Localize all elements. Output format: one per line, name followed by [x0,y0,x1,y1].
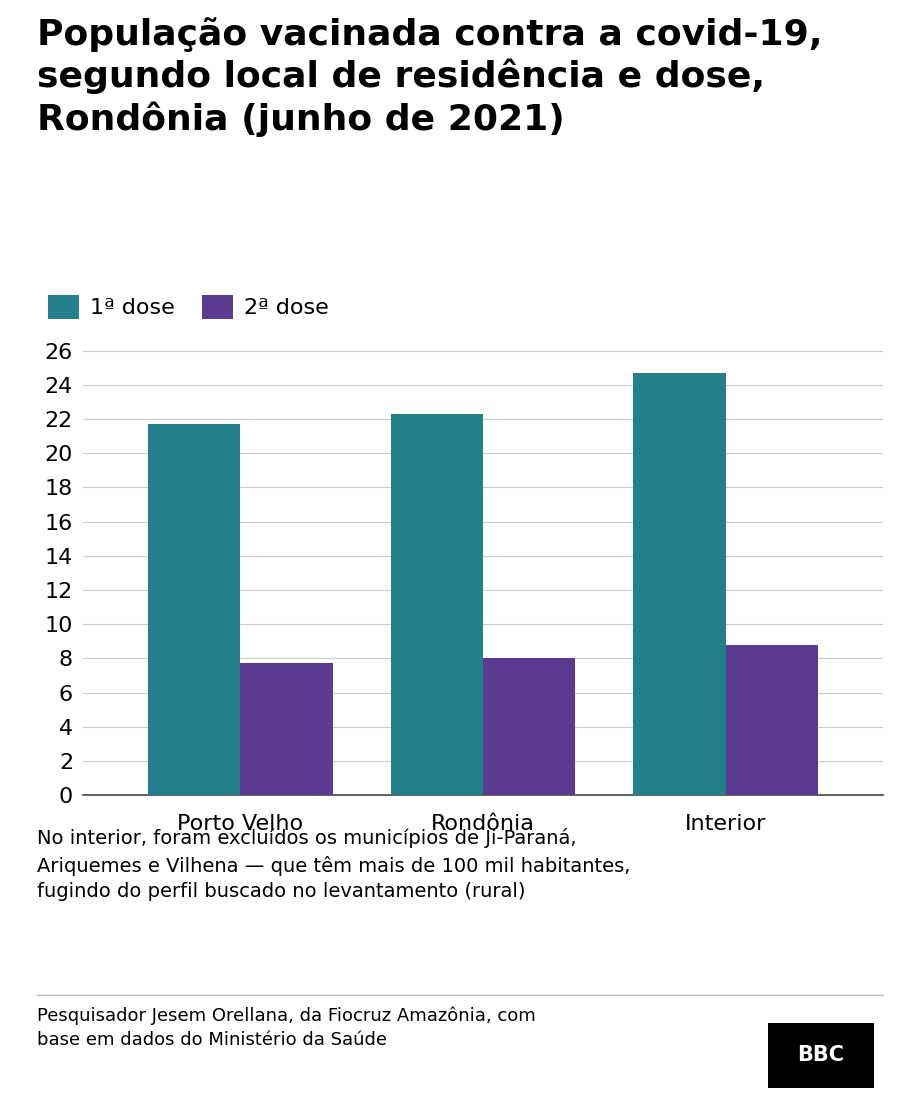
Text: No interior, foram excluídos os municípios de Ji-Paraná,
Ariquemes e Vilhena — q: No interior, foram excluídos os municípi… [37,828,630,902]
Text: População vacinada contra a covid-19,
segundo local de residência e dose,
Rondôn: População vacinada contra a covid-19, se… [37,17,822,137]
Bar [725,645,817,795]
Bar [240,664,333,795]
Bar [632,373,725,795]
Text: BBC: BBC [797,1045,844,1065]
Text: Pesquisador Jesem Orellana, da Fiocruz Amazônia, com
base em dados do Ministério: Pesquisador Jesem Orellana, da Fiocruz A… [37,1006,535,1049]
Bar [148,424,240,795]
Bar [482,658,574,795]
Legend: 1ª dose, 2ª dose: 1ª dose, 2ª dose [48,295,328,319]
Bar [391,414,482,795]
